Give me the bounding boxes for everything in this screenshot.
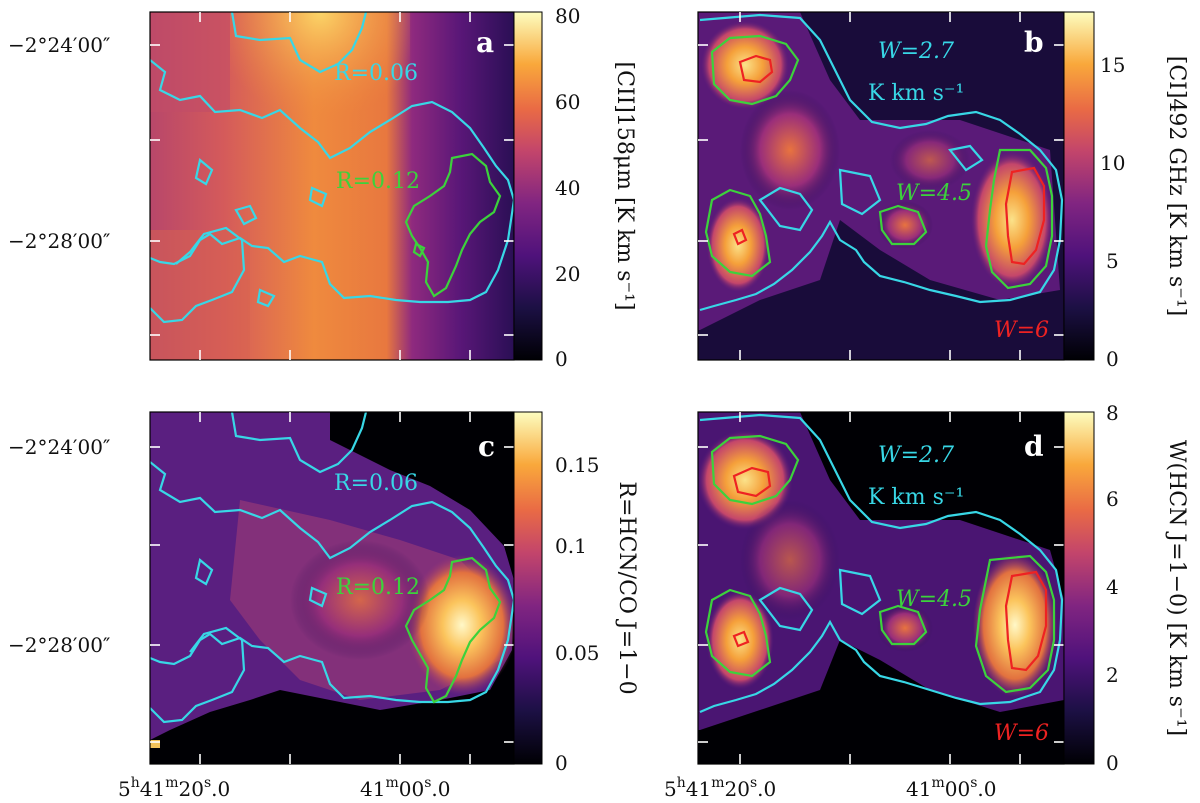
- svg-text:0: 0: [1106, 751, 1119, 775]
- panel-d: d W=2.7 K km s⁻¹ W=4.5 W=6 0 2 4 6 8 W(H…: [697, 401, 1189, 775]
- panel-d-image: [698, 412, 1064, 764]
- panel-a-ticks: [150, 12, 514, 360]
- panel-b-ticks: [698, 12, 1064, 360]
- svg-text:0.05: 0.05: [555, 641, 600, 665]
- dec-tick-bottom-c: −2°28′00″: [8, 633, 110, 657]
- contour-r012: [404, 152, 502, 298]
- contour-r006-top: [230, 12, 368, 74]
- panel-b-contours: [699, 13, 1064, 312]
- panel-c: c R=0.06 R=0.12 0 0.05 0.1 0.15 R=HCN/CO…: [149, 411, 639, 775]
- contour-w27: [699, 13, 1064, 312]
- panel-a-colorbar-ticks: 0 20 40 60 80: [555, 4, 580, 371]
- dec-tick-bottom-a: −2°28′00″: [8, 229, 110, 253]
- panel-b-annotation-w45: W=4.5: [896, 181, 972, 206]
- panel-c-colorbar: [513, 411, 543, 765]
- contour-w45: [710, 34, 800, 106]
- contour-r006-c: [150, 461, 514, 704]
- panel-d-annotation-w6: W=6: [994, 721, 1049, 746]
- dec-tick-top-c: −2°24′00″: [8, 435, 110, 459]
- panel-b-colorbar: [1063, 11, 1095, 361]
- svg-text:0.1: 0.1: [555, 534, 587, 558]
- ra-tick-left-2: 41m00s.0: [360, 775, 450, 801]
- panel-c-contours: [150, 412, 514, 724]
- ra-tick-left-1: 5h41m20s.0: [118, 775, 230, 801]
- panel-b-annotation-w27: W=2.7: [878, 39, 954, 64]
- panel-a-colorbar: [513, 11, 543, 361]
- dec-axis-labels: −2°24′00″ −2°28′00″ −2°24′00″ −2°28′00″: [8, 33, 110, 657]
- panel-b: b W=2.7 K km s⁻¹ W=4.5 W=6 0 5 10 15 [CI…: [697, 11, 1189, 371]
- svg-text:5: 5: [1106, 249, 1119, 273]
- svg-text:8: 8: [1106, 401, 1119, 425]
- panel-a-annotation-r006: R=0.06: [334, 61, 418, 86]
- contour-r012-c: [404, 556, 502, 704]
- ra-tick-right-2: 41m00s.0: [906, 775, 996, 801]
- contour-w27-d: [699, 413, 1064, 714]
- panel-d-annotation-w27: W=2.7: [878, 443, 954, 468]
- svg-text:0: 0: [1106, 347, 1119, 371]
- panel-d-contours: [699, 413, 1064, 714]
- contour-w6-d: [732, 466, 772, 498]
- panel-d-ticks: [698, 412, 1064, 764]
- contour-w6: [738, 54, 774, 84]
- panel-a-image: [150, 12, 514, 360]
- svg-text:15: 15: [1100, 53, 1125, 77]
- svg-text:6: 6: [1106, 487, 1119, 511]
- panel-c-annotation-r012: R=0.12: [336, 575, 420, 600]
- contour-w45-d: [710, 434, 800, 506]
- dec-tick-top-a: −2°24′00″: [8, 33, 110, 57]
- panel-b-colorbar-ticks: 0 5 10 15: [1100, 53, 1125, 371]
- panel-d-letter: d: [1024, 430, 1044, 463]
- panel-c-colorbar-label: R=HCN/CO J=1−0: [614, 481, 639, 694]
- svg-text:2: 2: [1106, 663, 1119, 687]
- panel-a: a R=0.06 R=0.12 0 20 40 60 80 [CII]158μm…: [149, 4, 637, 371]
- panel-d-annotation-units: K km s⁻¹: [868, 485, 964, 510]
- panel-b-colorbar-label: [CI]492 GHz [K km s⁻¹]: [1164, 56, 1189, 317]
- panel-a-letter: a: [476, 26, 494, 59]
- panel-b-letter: b: [1024, 26, 1044, 59]
- panel-c-ticks: [150, 412, 514, 764]
- contour-r006: [150, 59, 514, 304]
- svg-text:0: 0: [555, 347, 568, 371]
- svg-text:0.15: 0.15: [555, 453, 600, 477]
- panel-d-annotation-w45: W=4.5: [896, 587, 972, 612]
- svg-text:20: 20: [555, 262, 580, 286]
- panel-c-colorbar-ticks: 0 0.05 0.1 0.15: [555, 453, 600, 775]
- panel-c-annotation-r006: R=0.06: [334, 471, 418, 496]
- panel-a-contours: [150, 12, 514, 324]
- svg-text:40: 40: [555, 176, 580, 200]
- svg-text:60: 60: [555, 90, 580, 114]
- svg-text:0: 0: [555, 751, 568, 775]
- ra-tick-right-1: 5h41m20s.0: [664, 775, 776, 801]
- panel-a-annotation-r012: R=0.12: [336, 169, 420, 194]
- svg-text:4: 4: [1106, 575, 1119, 599]
- panel-b-annotation-w6: W=6: [994, 318, 1049, 343]
- svg-text:10: 10: [1100, 151, 1125, 175]
- panel-b-annotation-units: K km s⁻¹: [868, 81, 964, 106]
- panel-d-colorbar-label: W(HCN J=1−0) [K km s⁻¹]: [1164, 440, 1189, 736]
- panel-d-colorbar-ticks: 0 2 4 6 8: [1106, 401, 1119, 775]
- panel-c-letter: c: [478, 430, 495, 463]
- ra-axis-labels: 5h41m20s.0 41m00s.0 5h41m20s.0 41m00s.0: [118, 775, 996, 801]
- panel-d-colorbar: [1063, 411, 1095, 765]
- svg-text:80: 80: [555, 4, 580, 28]
- panel-b-image: [698, 12, 1064, 360]
- panel-a-colorbar-label: [CII]158μm [K km s⁻¹]: [612, 61, 637, 310]
